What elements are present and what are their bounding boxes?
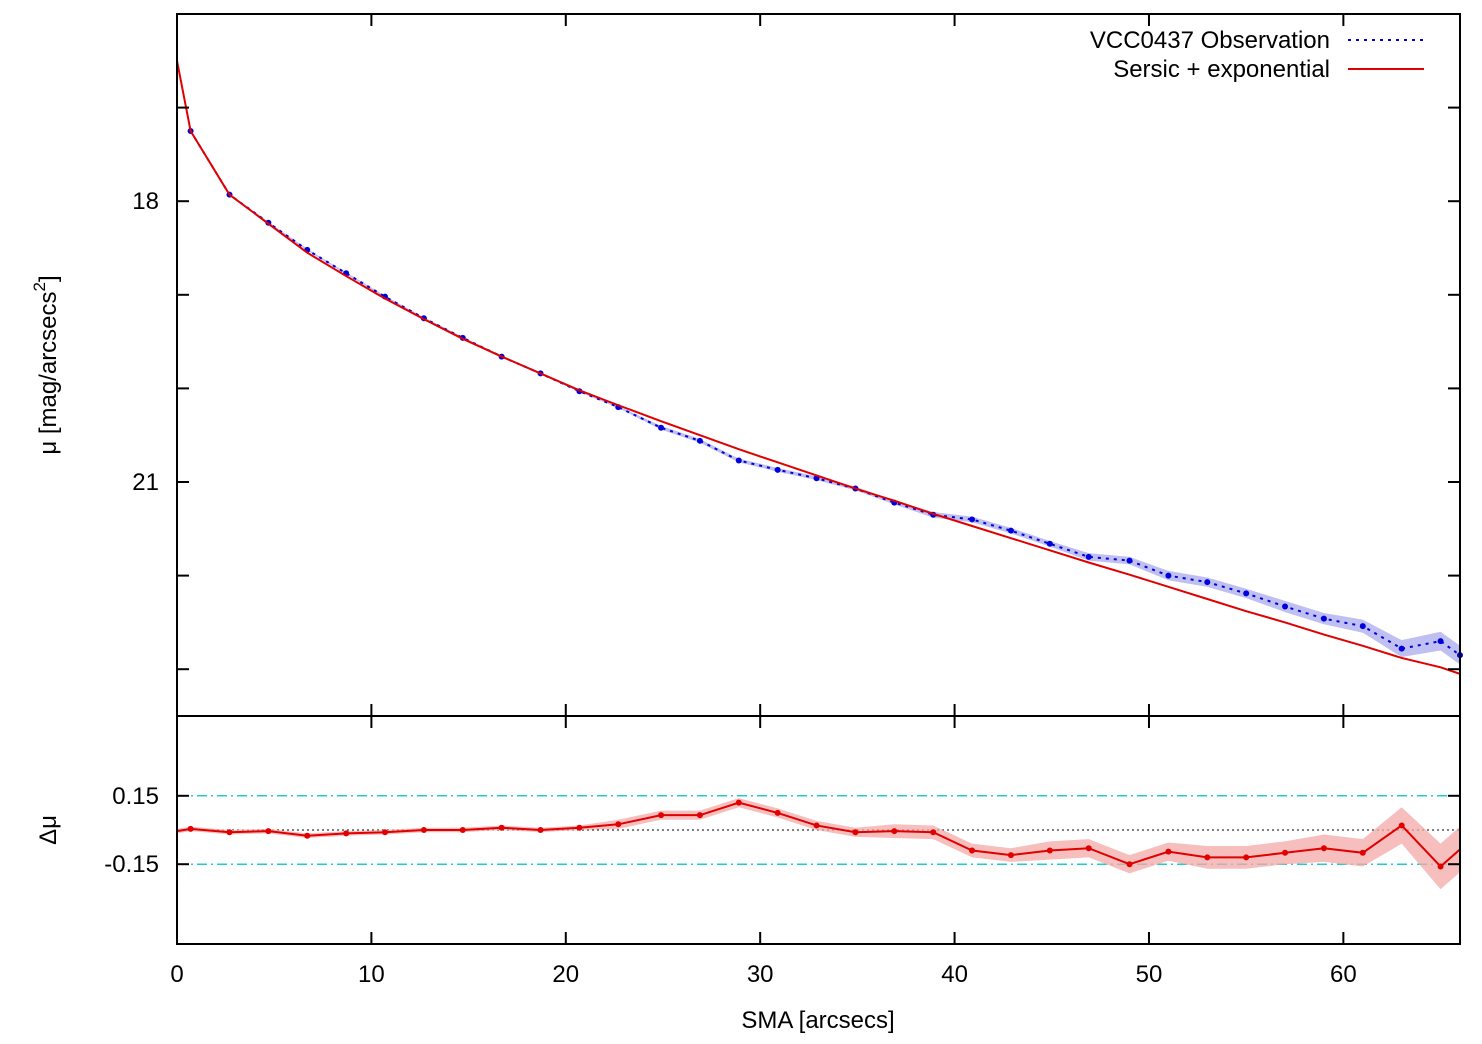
- observation-point: [1437, 638, 1444, 645]
- profile-bands: [190, 130, 1461, 665]
- residual-point: [1126, 861, 1133, 868]
- residual-y-axis-title: Δμ: [35, 815, 62, 845]
- residual-point: [343, 830, 350, 837]
- profile-series-line-1: [176, 60, 1461, 675]
- observation-point: [774, 466, 781, 473]
- x-tick-label: 0: [170, 961, 183, 988]
- residual-point: [891, 828, 898, 835]
- residual-point: [1204, 854, 1211, 861]
- residual-frame: [176, 715, 1461, 945]
- profile-y-axis-title: μ [mag/arcsecs2]: [30, 275, 62, 454]
- profile-band-0: [190, 130, 1461, 665]
- residual-y-tick-label: -0.15: [104, 851, 159, 878]
- observation-point: [1126, 557, 1133, 564]
- observation-point: [1359, 623, 1366, 630]
- observation-point: [1243, 590, 1250, 597]
- residual-point: [774, 809, 781, 816]
- observation-point: [969, 516, 976, 523]
- residual-point: [852, 829, 859, 836]
- x-tick-label: 40: [941, 961, 968, 988]
- residual-point: [420, 827, 427, 833]
- residual-point: [1359, 849, 1366, 856]
- x-axis-title: SMA [arcsecs]: [741, 1007, 894, 1034]
- residual-point: [1085, 845, 1092, 852]
- residual-bands: [177, 798, 1460, 890]
- profile-series-line-0: [189, 130, 1461, 656]
- residual-point: [187, 825, 194, 832]
- x-tick-label: 30: [747, 961, 774, 988]
- profile-y-tick-label: 21: [132, 469, 159, 496]
- residual-point: [735, 799, 742, 806]
- residual-point: [1046, 847, 1053, 854]
- residual-panel: 0 10 20 30 40 50 60 0.15 -0.15: [104, 715, 1461, 988]
- observation-point: [658, 424, 665, 431]
- legend: VCC0437 Observation Sersic + exponential: [1090, 27, 1424, 83]
- observation-point: [1398, 645, 1405, 652]
- x-tick-label: 60: [1330, 961, 1357, 988]
- observation-point: [1085, 553, 1092, 560]
- observation-point: [1204, 579, 1211, 586]
- observation-point: [1165, 572, 1172, 579]
- residual-point: [576, 824, 583, 831]
- observation-point: [735, 457, 742, 464]
- residual-point: [1165, 848, 1172, 855]
- profile-series: [176, 60, 1463, 675]
- residual-point: [382, 829, 389, 836]
- residual-point: [1398, 822, 1405, 829]
- legend-label-model: Sersic + exponential: [1113, 56, 1330, 83]
- residual-point: [1437, 863, 1444, 870]
- observation-point: [696, 437, 703, 444]
- residual-y-tick-label: 0.15: [112, 783, 159, 810]
- residual-point: [1320, 845, 1327, 852]
- residual-point: [304, 832, 311, 839]
- residual-series: [176, 799, 1461, 870]
- profile-y-tick-label: 18: [132, 188, 159, 215]
- x-tick-label: 10: [358, 961, 385, 988]
- profile-frame: [176, 13, 1461, 717]
- observation-point: [1046, 540, 1053, 547]
- residual-point: [1282, 849, 1289, 856]
- observation-point: [1282, 603, 1289, 610]
- x-tick-label: 50: [1136, 961, 1163, 988]
- residual-point: [226, 829, 233, 836]
- residual-point: [813, 822, 820, 829]
- observation-point: [1320, 615, 1327, 622]
- residual-point: [1243, 854, 1250, 861]
- residual-point: [1007, 852, 1014, 859]
- observation-point: [1007, 527, 1014, 534]
- residual-point: [459, 827, 466, 833]
- residual-point: [696, 812, 703, 819]
- residual-point: [265, 828, 272, 835]
- residual-point: [658, 812, 665, 819]
- residual-ticks: 0 10 20 30 40 50 60 0.15 -0.15: [104, 716, 1460, 988]
- residual-point: [930, 829, 937, 836]
- residual-point: [615, 821, 622, 828]
- residual-band: [177, 798, 1460, 890]
- residual-point: [969, 847, 976, 854]
- legend-label-observation: VCC0437 Observation: [1090, 27, 1330, 54]
- x-tick-label: 20: [552, 961, 579, 988]
- residual-point: [498, 824, 505, 831]
- residual-point: [537, 827, 544, 833]
